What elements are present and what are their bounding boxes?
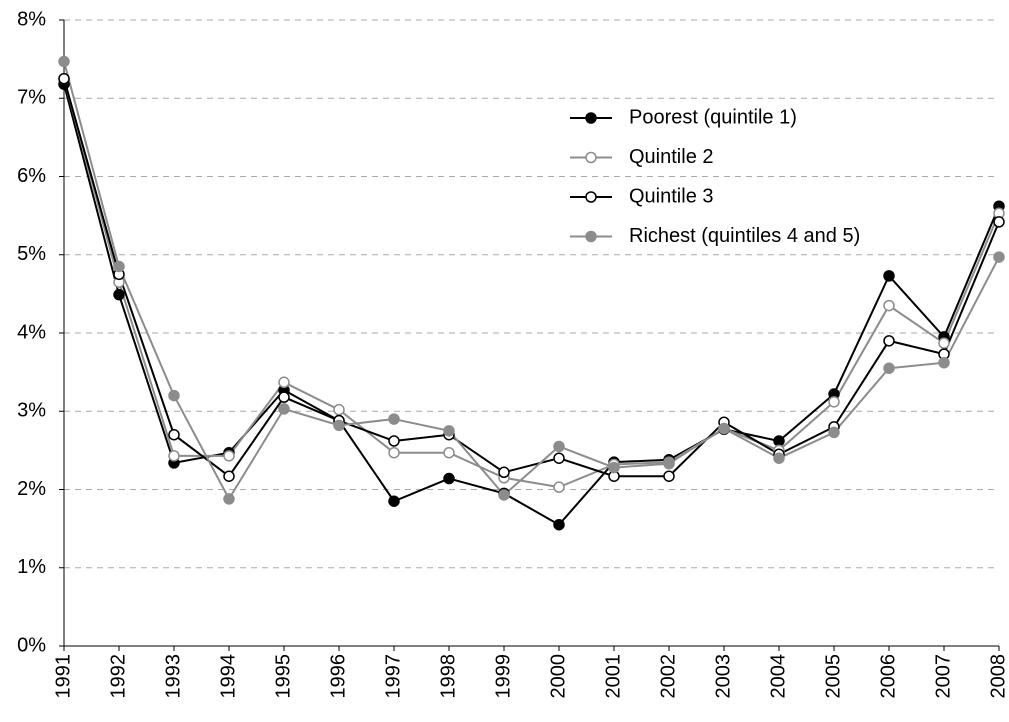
point	[58, 55, 70, 68]
x-tick-label: 2005	[822, 654, 844, 699]
y-tick-label: 7%	[17, 87, 46, 109]
point	[443, 472, 455, 485]
x-tick-label: 1993	[162, 654, 184, 699]
y-tick-label: 1%	[17, 556, 46, 578]
point	[553, 481, 565, 493]
x-tick-label: 1999	[492, 654, 514, 699]
point	[883, 362, 895, 374]
point	[553, 440, 565, 453]
point	[223, 470, 235, 482]
point	[278, 391, 290, 403]
point	[388, 435, 400, 447]
point	[278, 403, 290, 415]
point	[773, 435, 785, 447]
point	[333, 403, 345, 416]
point	[58, 72, 70, 85]
x-tick-label: 1998	[437, 654, 459, 699]
point	[663, 470, 675, 482]
x-tick-label: 1992	[107, 654, 129, 699]
series-line	[63, 83, 1000, 526]
legend-label: Quintile 2	[629, 146, 714, 168]
point	[168, 450, 180, 462]
y-tick-label: 6%	[17, 165, 46, 187]
series-line	[63, 78, 1000, 478]
y-tick-label: 2%	[17, 478, 46, 500]
x-tick-label: 2001	[602, 654, 624, 699]
point	[608, 461, 620, 474]
point	[333, 419, 345, 432]
point	[388, 413, 400, 425]
point	[938, 356, 950, 369]
point	[883, 270, 895, 282]
point	[663, 457, 675, 470]
point	[553, 452, 565, 464]
point	[168, 389, 180, 402]
legend-marker	[585, 191, 597, 203]
point	[498, 489, 510, 501]
y-tick-label: 8%	[17, 8, 46, 30]
y-tick-label: 3%	[17, 400, 46, 422]
point	[223, 450, 235, 462]
point	[498, 466, 510, 479]
series-line	[63, 61, 1000, 501]
point	[388, 446, 400, 459]
legend-marker	[585, 230, 597, 243]
x-tick-label: 2007	[932, 654, 954, 699]
x-tick-label: 2000	[547, 654, 569, 699]
x-tick-label: 1996	[327, 654, 349, 699]
legend-label: Poorest (quintile 1)	[629, 106, 797, 128]
y-tick-label: 4%	[17, 321, 46, 343]
x-tick-label: 2008	[987, 654, 1009, 699]
point	[553, 518, 565, 531]
x-tick-label: 2006	[877, 654, 899, 699]
point	[388, 495, 400, 507]
x-tick-label: 1995	[272, 654, 294, 699]
point	[443, 425, 455, 437]
point	[938, 337, 950, 349]
point	[113, 260, 125, 273]
legend-marker	[585, 151, 597, 164]
point	[993, 216, 1005, 228]
series-line	[63, 78, 1000, 489]
point	[443, 446, 455, 459]
point	[883, 299, 895, 312]
point	[718, 422, 730, 435]
legend-label: Quintile 3	[629, 185, 714, 207]
point	[278, 376, 290, 389]
point	[828, 396, 840, 408]
x-tick-label: 2003	[712, 654, 734, 699]
point	[113, 288, 125, 301]
x-tick-label: 1991	[52, 654, 74, 699]
point	[223, 493, 235, 505]
y-tick-label: 0%	[17, 634, 46, 656]
x-tick-label: 1994	[217, 654, 239, 699]
x-tick-label: 2002	[657, 654, 679, 699]
y-tick-label: 5%	[17, 243, 46, 265]
legend-label: Richest (quintiles 4 and 5)	[629, 225, 860, 247]
point	[773, 452, 785, 464]
point	[168, 428, 180, 441]
legend-marker	[585, 112, 597, 124]
point	[828, 426, 840, 439]
point	[993, 251, 1005, 263]
x-tick-label: 1997	[382, 654, 404, 699]
point	[883, 335, 895, 347]
x-tick-label: 2004	[767, 654, 789, 699]
